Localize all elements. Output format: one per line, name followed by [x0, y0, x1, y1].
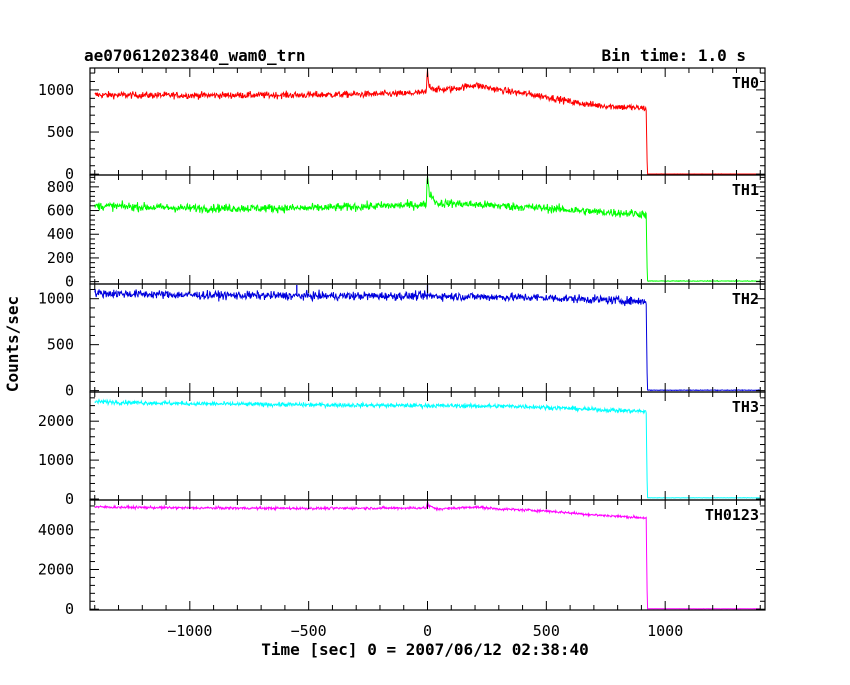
- panel-frame: [89, 67, 766, 176]
- file-name-title: ae070612023840_wam0_trn: [84, 46, 306, 65]
- panel-th2: 0 500 1000 TH2: [38, 283, 766, 400]
- panel-label-th0123: TH0123: [705, 506, 759, 524]
- x-axis-label: Time [sec] 0 = 2007/06/12 02:38:40: [261, 640, 589, 659]
- bin-time-label: Bin time: 1.0 s: [602, 46, 747, 65]
- y-tick-label: 2000: [38, 560, 74, 578]
- series-line-th2: [94, 289, 761, 392]
- panel-label-th1: TH1: [732, 181, 759, 199]
- panel-label-th2: TH2: [732, 290, 759, 308]
- y-tick-label: 0: [65, 382, 74, 400]
- y-tick-label: 800: [47, 178, 74, 196]
- panel-frame: [89, 283, 766, 393]
- y-tick-label: 1000: [38, 81, 74, 99]
- x-tick-label: 500: [533, 622, 560, 640]
- y-tick-label: 400: [47, 225, 74, 243]
- panel-label-th0: TH0: [732, 74, 759, 92]
- x-tick-label: 0: [423, 622, 432, 640]
- y-tick-label: 2000: [38, 412, 74, 430]
- series-line-th0: [94, 68, 761, 175]
- panel-th0: 0 500 1000 TH0: [38, 67, 766, 183]
- y-tick-label: 600: [47, 202, 74, 220]
- panel-frame: [89, 499, 766, 611]
- series-line-th3: [94, 398, 761, 499]
- series-line-th1: [94, 175, 761, 283]
- y-tick-label: 0: [65, 165, 74, 183]
- y-tick-label: 0: [65, 600, 74, 618]
- y-tick-label: 4000: [38, 521, 74, 539]
- y-tick-label: 500: [47, 123, 74, 141]
- y-tick-label: 1000: [38, 290, 74, 308]
- y-axis-label: Counts/sec: [3, 296, 22, 392]
- x-tick-label: 1000: [647, 622, 683, 640]
- y-tick-label: 200: [47, 249, 74, 267]
- x-tick-label: −1000: [167, 622, 212, 640]
- x-tick-label: −500: [291, 622, 327, 640]
- panel-th0123: 0 2000 4000 TH0123: [38, 499, 766, 618]
- y-tick-label: 1000: [38, 451, 74, 469]
- panel-th1: 0 200 400 600 800 TH1: [47, 174, 766, 291]
- panel-th3: 0 1000 2000 TH3: [38, 391, 766, 508]
- panel-label-th3: TH3: [732, 398, 759, 416]
- y-tick-label: 500: [47, 336, 74, 354]
- y-tick-label: 0: [65, 490, 74, 508]
- y-tick-label: 0: [65, 273, 74, 291]
- panel-frame: [89, 174, 766, 285]
- series-line-th0123: [94, 501, 761, 610]
